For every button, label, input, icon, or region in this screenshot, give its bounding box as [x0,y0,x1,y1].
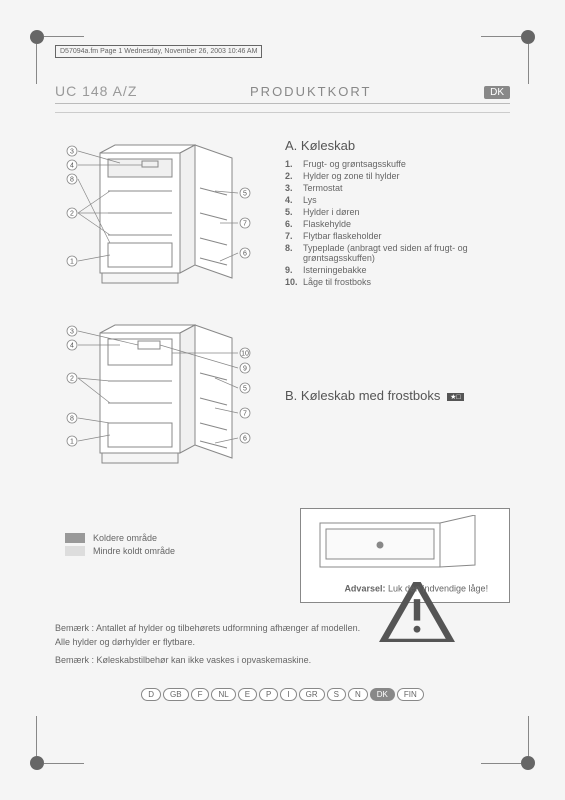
part-item: 2.Hylder og zone til hylder [285,171,505,181]
fridge-diagram-a: 3 4 8 2 1 5 7 6 [60,143,275,293]
svg-text:5: 5 [243,386,247,393]
warning-box: Advarsel: Luk den indvendige låge! [300,508,510,603]
warning-text: Luk den indvendige låge! [388,583,488,593]
svg-text:5: 5 [243,191,247,198]
lang-pill-n: N [348,688,368,701]
svg-text:9: 9 [243,366,247,373]
svg-text:6: 6 [243,436,247,443]
part-label: Hylder og zone til hylder [303,171,400,181]
page-content: D57094a.fm Page 1 Wednesday, November 26… [55,45,510,755]
language-badge: DK [484,86,510,99]
lang-pill-fin: FIN [397,688,424,701]
warning-label: Advarsel: [344,583,385,593]
part-number: 1. [285,159,303,169]
part-item: 9.Isterningebakke [285,265,505,275]
lang-pill-dk: DK [370,688,395,701]
svg-text:7: 7 [243,411,247,418]
section-a-title: A. Køleskab [285,138,505,153]
lang-pill-p: P [259,688,278,701]
lang-pill-gb: GB [163,688,189,701]
notes-block: Bemærk : Antallet af hylder og tilbehøre… [55,623,360,669]
language-strip: DGBFNLEPIGRSNDKFIN [55,688,510,701]
temperature-legend: Koldere område Mindre koldt område [65,533,175,559]
svg-text:4: 4 [70,163,74,170]
part-number: 4. [285,195,303,205]
svg-text:2: 2 [70,211,74,218]
part-number: 7. [285,231,303,241]
part-item: 8.Typeplade (anbragt ved siden af frugt-… [285,243,505,263]
page-header: UC 148 A/Z PRODUKTKORT DK [55,83,510,104]
lang-pill-gr: GR [299,688,325,701]
svg-text:3: 3 [70,149,74,156]
part-number: 9. [285,265,303,275]
svg-text:2: 2 [70,376,74,383]
part-label: Låge til frostboks [303,277,371,287]
svg-text:1: 1 [70,439,74,446]
part-item: 6.Flaskehylde [285,219,505,229]
swatch-less-cold [65,546,85,556]
part-item: 3.Termostat [285,183,505,193]
part-label: Hylder i døren [303,207,360,217]
part-item: 10.Låge til frostboks [285,277,505,287]
part-label: Termostat [303,183,343,193]
section-b-text: B. Køleskab med frostboks ★□ [285,388,505,403]
svg-text:8: 8 [70,177,74,184]
part-number: 2. [285,171,303,181]
section-b-title: B. Køleskab med frostboks [285,388,440,403]
part-number: 5. [285,207,303,217]
part-label: Flytbar flaskeholder [303,231,382,241]
parts-list-a: 1.Frugt- og grøntsagsskuffe2.Hylder og z… [285,159,505,287]
part-item: 7.Flytbar flaskeholder [285,231,505,241]
part-label: Frugt- og grøntsagsskuffe [303,159,406,169]
part-item: 4.Lys [285,195,505,205]
page-title: PRODUKTKORT [250,84,371,99]
part-item: 5.Hylder i døren [285,207,505,217]
part-label: Isterningebakke [303,265,367,275]
part-number: 8. [285,243,303,263]
section-a-text: A. Køleskab 1.Frugt- og grøntsagsskuffe2… [285,138,505,289]
freezer-star-icon: ★□ [447,393,464,401]
swatch-colder [65,533,85,543]
note-1: Bemærk : Antallet af hylder og tilbehøre… [55,623,360,633]
file-note: D57094a.fm Page 1 Wednesday, November 26… [55,45,262,58]
lang-pill-e: E [238,688,257,701]
content-area: 3 4 8 2 1 5 7 6 [55,138,510,698]
svg-text:4: 4 [70,343,74,350]
svg-text:8: 8 [70,416,74,423]
note-3: Bemærk : Køleskabstilbehør kan ikke vask… [55,655,360,665]
warning-triangle-icon [322,582,338,596]
svg-text:1: 1 [70,259,74,266]
lang-pill-f: F [191,688,210,701]
legend-label-colder: Koldere område [93,533,157,543]
svg-text:3: 3 [70,329,74,336]
header-rule [55,112,510,113]
lang-pill-s: S [327,688,346,701]
fridge-diagram-b: 3 4 2 8 1 10 9 5 7 6 [60,323,275,473]
part-label: Flaskehylde [303,219,351,229]
part-item: 1.Frugt- og grøntsagsskuffe [285,159,505,169]
part-number: 6. [285,219,303,229]
svg-text:7: 7 [243,221,247,228]
part-number: 10. [285,277,303,287]
part-label: Typeplade (anbragt ved siden af frugt- o… [303,243,505,263]
lang-pill-d: D [141,688,161,701]
model-number: UC 148 A/Z [55,83,137,99]
part-number: 3. [285,183,303,193]
note-2: Alle hylder og dørhylder er flytbare. [55,637,360,647]
inner-door-diagram [310,515,500,575]
lang-pill-nl: NL [211,688,235,701]
legend-label-less-cold: Mindre koldt område [93,546,175,556]
svg-text:6: 6 [243,251,247,258]
lang-pill-i: I [280,688,296,701]
part-label: Lys [303,195,317,205]
svg-text:10: 10 [241,351,249,358]
